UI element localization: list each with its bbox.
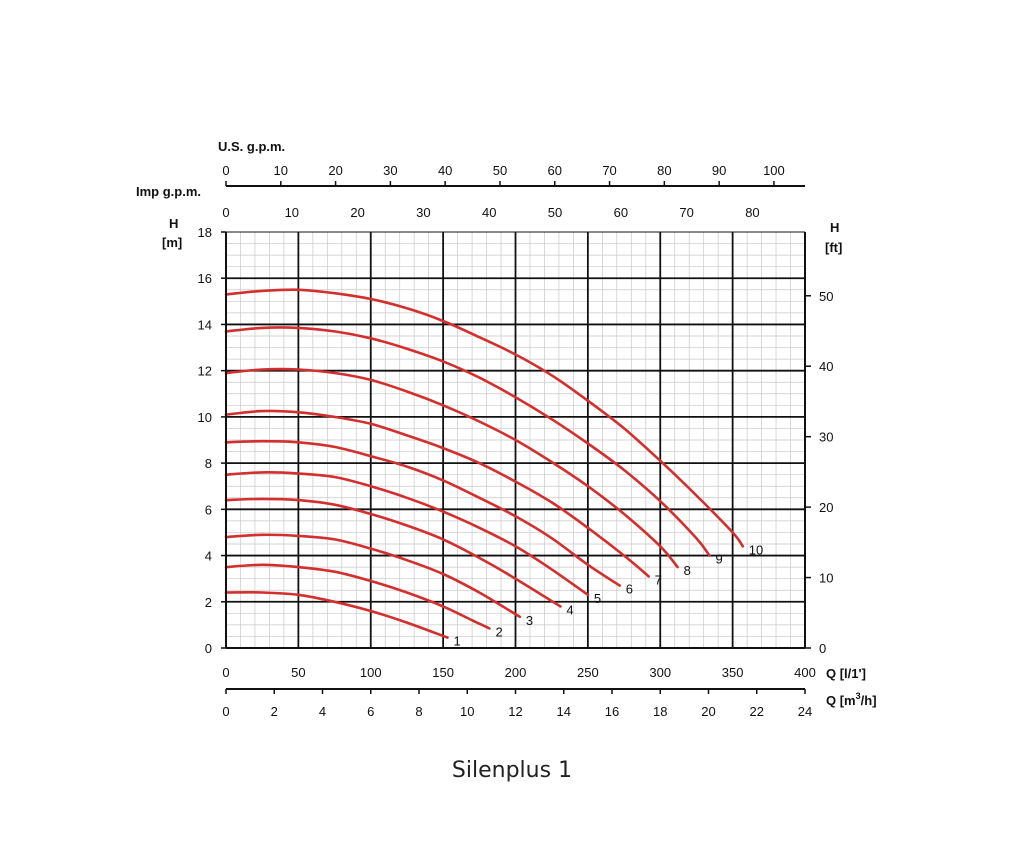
us-gpm-tick-label: 20 xyxy=(328,163,342,178)
right-tick-label: 10 xyxy=(819,571,833,586)
bottom-lps-tick-label: 400 xyxy=(794,665,816,680)
chart-caption: Silenplus 1 xyxy=(451,758,573,783)
m3h-title-prefix: Q [m xyxy=(826,693,856,708)
right-axis-title-line2: [ft] xyxy=(825,240,842,255)
pump-curve-3 xyxy=(224,533,522,619)
m3h-tick-label: 0 xyxy=(222,704,229,719)
m3h-tick-label: 24 xyxy=(798,704,812,719)
left-axis-title-line1: H xyxy=(169,216,178,231)
curve-labels: 1 2 3 4 5 6 7 8 9 10 xyxy=(453,542,763,648)
curve-label-1: 1 xyxy=(453,634,460,649)
imp-gpm-tick-label: 80 xyxy=(745,205,759,220)
bottom-lps-tick-label: 150 xyxy=(432,665,454,680)
bottom-lps-tick-label: 350 xyxy=(722,665,744,680)
imp-gpm-tick-label: 20 xyxy=(350,205,364,220)
m3h-tick-label: 14 xyxy=(557,704,571,719)
m3h-tick-label: 12 xyxy=(508,704,522,719)
top-us-axis-title: U.S. g.p.m. xyxy=(218,139,285,154)
bottom-lps-tick-label: 0 xyxy=(222,665,229,680)
pump-curve-1 xyxy=(224,591,449,639)
left-tick-label: 12 xyxy=(198,364,212,379)
right-tick-label: 30 xyxy=(819,430,833,445)
pump-curve-10 xyxy=(224,288,745,548)
us-gpm-tick-label: 100 xyxy=(763,163,785,178)
left-tick-label: 4 xyxy=(205,549,212,564)
right-axis-title-line1: H xyxy=(830,220,839,235)
pump-curve-6 xyxy=(224,439,621,587)
left-tick-label: 6 xyxy=(205,502,212,517)
m3h-title-suffix: /h] xyxy=(861,693,877,708)
us-gpm-tick-label: 60 xyxy=(548,163,562,178)
pump-curve-4 xyxy=(224,497,562,608)
bottom-lps-tick-label: 300 xyxy=(649,665,671,680)
m3h-tick-label: 16 xyxy=(605,704,619,719)
curve-label-7: 7 xyxy=(655,572,662,587)
left-tick-label: 10 xyxy=(198,410,212,425)
left-tick-label: 16 xyxy=(198,271,212,286)
left-tick-label: 8 xyxy=(205,456,212,471)
imp-gpm-tick-label: 70 xyxy=(679,205,693,220)
pump-curve-5 xyxy=(224,471,590,597)
right-tick-label: 40 xyxy=(819,359,833,374)
left-tick-label: 18 xyxy=(198,225,212,240)
imp-gpm-tick-label: 40 xyxy=(482,205,496,220)
top-imp-axis-title: Imp g.p.m. xyxy=(136,184,201,199)
imp-gpm-tick-label: 60 xyxy=(614,205,628,220)
right-tick-label: 20 xyxy=(819,500,833,515)
us-gpm-tick-label: 90 xyxy=(712,163,726,178)
m3h-tick-label: 18 xyxy=(653,704,667,719)
bottom-lps-tick-label: 250 xyxy=(577,665,599,680)
us-gpm-tick-label: 0 xyxy=(222,163,229,178)
bottom-lps-tick-label: 100 xyxy=(360,665,382,680)
right-tick-label: 50 xyxy=(819,289,833,304)
m3h-tick-label: 2 xyxy=(271,704,278,719)
us-gpm-tick-label: 50 xyxy=(493,163,507,178)
us-gpm-tick-label: 70 xyxy=(602,163,616,178)
left-tick-label: 2 xyxy=(205,595,212,610)
curve-label-6: 6 xyxy=(626,582,633,597)
axes xyxy=(221,181,811,694)
curve-label-4: 4 xyxy=(566,602,573,617)
left-axis-title-line2: [m] xyxy=(162,235,182,250)
pump-curves xyxy=(224,288,745,639)
m3h-tick-label: 4 xyxy=(319,704,326,719)
curve-label-2: 2 xyxy=(495,624,502,639)
pump-curve-8 xyxy=(224,367,679,569)
imp-gpm-tick-label: 10 xyxy=(285,205,299,220)
imp-gpm-tick-label: 30 xyxy=(416,205,430,220)
us-gpm-tick-label: 30 xyxy=(383,163,397,178)
us-gpm-tick-label: 40 xyxy=(438,163,452,178)
m3h-title-sup: 3 xyxy=(856,691,861,701)
m3h-tick-label: 10 xyxy=(460,704,474,719)
curve-label-5: 5 xyxy=(594,591,601,606)
m3h-tick-label: 20 xyxy=(701,704,715,719)
m3h-tick-label: 8 xyxy=(415,704,422,719)
curve-label-3: 3 xyxy=(526,613,533,628)
imp-gpm-tick-label: 50 xyxy=(548,205,562,220)
curve-label-8: 8 xyxy=(684,563,691,578)
m3h-tick-label: 22 xyxy=(750,704,764,719)
us-gpm-tick-label: 80 xyxy=(657,163,671,178)
bottom-m3h-axis-title: Q [m3/h] xyxy=(826,691,877,708)
pump-curve-2 xyxy=(224,563,491,630)
pump-curve-9 xyxy=(224,326,711,557)
bottom-lps-tick-label: 200 xyxy=(505,665,527,680)
bottom-lps-tick-label: 50 xyxy=(291,665,305,680)
left-tick-label: 14 xyxy=(198,317,212,332)
curve-label-9: 9 xyxy=(715,552,722,567)
m3h-tick-label: 6 xyxy=(367,704,374,719)
bottom-lps-axis-title: Q [l/1'] xyxy=(826,666,866,681)
curve-label-10: 10 xyxy=(749,542,763,557)
imp-gpm-tick-label: 0 xyxy=(222,205,229,220)
right-tick-label: 0 xyxy=(819,641,826,656)
us-gpm-tick-label: 10 xyxy=(274,163,288,178)
pump-curve-7 xyxy=(224,409,650,578)
left-tick-label: 0 xyxy=(205,641,212,656)
